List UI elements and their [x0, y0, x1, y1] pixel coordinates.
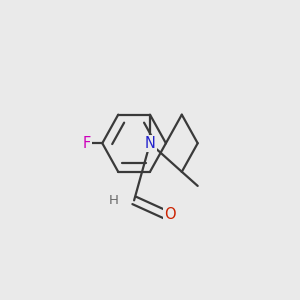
- Text: N: N: [145, 136, 155, 151]
- Text: O: O: [164, 207, 176, 222]
- Text: F: F: [82, 136, 91, 151]
- Text: H: H: [108, 194, 118, 207]
